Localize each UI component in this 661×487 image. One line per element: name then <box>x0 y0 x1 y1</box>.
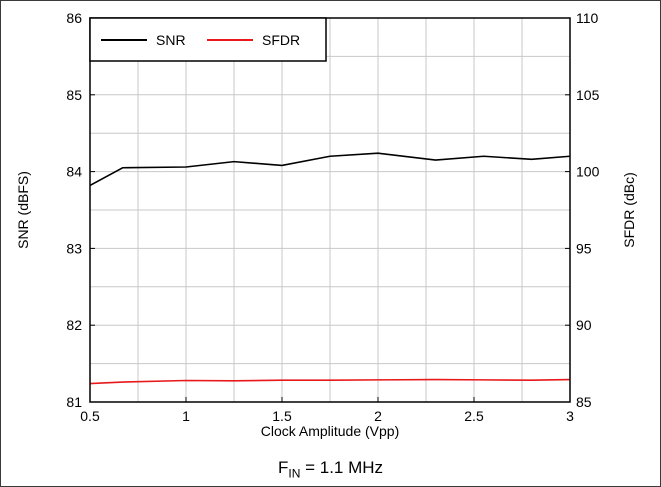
left-tick-label: 82 <box>66 317 82 333</box>
right-tick-label: 90 <box>576 317 592 333</box>
legend: SNR SFDR <box>89 17 327 62</box>
x-tick-label: 0.5 <box>80 408 100 424</box>
left-axis: 81 82 83 84 85 86 <box>66 10 95 410</box>
x-tick-label: 2 <box>374 408 382 424</box>
left-tick-label: 81 <box>66 394 82 410</box>
left-tick-label: 84 <box>66 164 82 180</box>
caption-subscript: IN <box>288 466 301 481</box>
series-layer <box>89 152 571 385</box>
left-tick-label: 83 <box>66 240 82 256</box>
series-line-sfdr <box>89 378 571 385</box>
series-line-snr <box>89 152 571 187</box>
x-tick-label: 3 <box>566 408 574 424</box>
x-axis-title: Clock Amplitude (Vpp) <box>261 423 400 439</box>
legend-label-snr: SNR <box>156 32 186 48</box>
right-tick-label: 105 <box>576 87 600 103</box>
chart-caption: FIN = 1.1 MHz <box>0 458 661 480</box>
caption-main: F <box>277 458 289 477</box>
x-tick-label: 1.5 <box>272 408 292 424</box>
caption-rest: = 1.1 MHz <box>300 458 384 477</box>
left-tick-label: 85 <box>66 87 82 103</box>
right-tick-label: 85 <box>576 394 592 410</box>
left-tick-label: 86 <box>66 10 82 26</box>
left-axis-title: SNR (dBFS) <box>15 171 31 249</box>
grid <box>89 17 571 403</box>
right-axis: 85 90 95 100 105 110 <box>565 10 600 410</box>
right-tick-label: 110 <box>576 10 599 26</box>
right-tick-label: 100 <box>576 164 600 180</box>
right-axis-title: SFDR (dBc) <box>621 172 637 247</box>
x-axis: 0.5 1 1.5 2 2.5 3 <box>80 397 574 424</box>
legend-label-sfdr: SFDR <box>262 32 300 48</box>
right-tick-label: 95 <box>576 240 592 256</box>
plot-border <box>89 17 571 403</box>
x-tick-label: 1 <box>182 408 190 424</box>
chart: 81 82 83 84 85 86 85 90 95 100 105 110 0.5 1 1.5 2 2.5… <box>15 10 637 439</box>
x-tick-label: 2.5 <box>464 408 484 424</box>
